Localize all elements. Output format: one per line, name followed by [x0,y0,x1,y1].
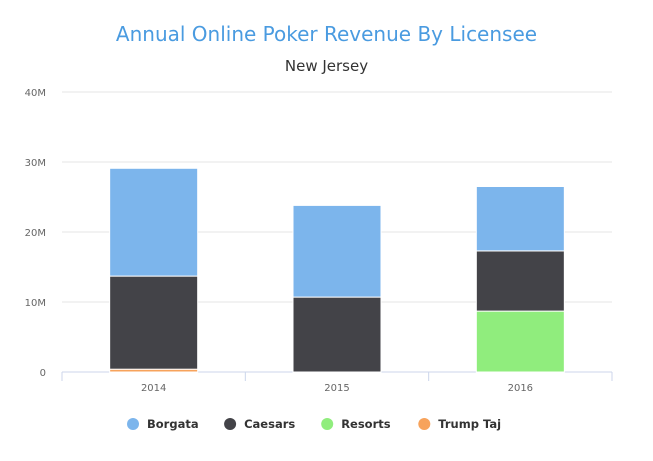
chart-title: Annual Online Poker Revenue By Licensee [115,22,538,46]
bar-borgata-2016[interactable] [475,186,565,252]
legend-label-resorts[interactable]: Resorts [341,417,391,431]
y-tick-label: 40M [25,88,46,99]
y-tick-label: 0 [40,368,46,379]
bar-caesars-2015[interactable] [292,296,382,373]
bar-caesars-2016[interactable] [475,250,565,312]
legend-marker-caesars[interactable] [224,418,237,430]
legend-label-borgata[interactable]: Borgata [147,417,199,431]
x-tick-label: 2015 [324,383,349,394]
y-tick-label: 20M [25,228,46,239]
bar-borgata-2014[interactable] [109,167,199,277]
legend-label-trump-taj[interactable]: Trump Taj [438,417,501,431]
legend-label-caesars[interactable]: Caesars [244,417,295,431]
bar-caesars-2014[interactable] [109,275,199,370]
legend-marker-borgata[interactable] [127,418,139,430]
bar-borgata-2015[interactable] [292,204,382,298]
x-tick-label: 2016 [508,383,533,394]
y-tick-label: 30M [25,158,46,169]
chart-subtitle: New Jersey [284,57,369,75]
x-tick-label: 2014 [141,383,166,394]
bar-resorts-2016[interactable] [475,310,565,373]
legend-marker-resorts[interactable] [321,418,334,430]
y-tick-label: 10M [25,298,46,309]
legend-marker-trump-taj[interactable] [418,418,431,430]
